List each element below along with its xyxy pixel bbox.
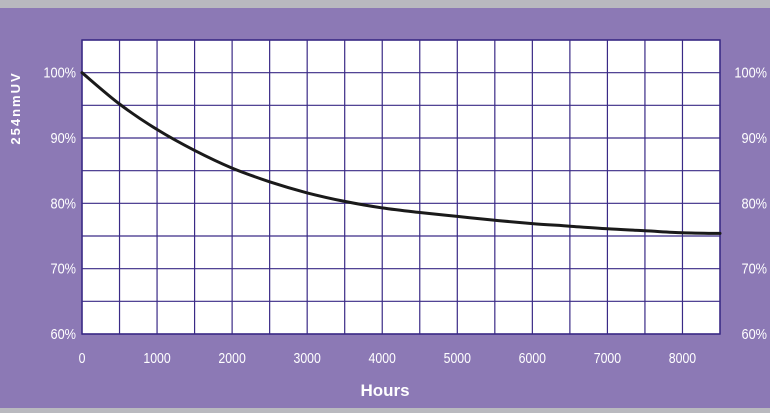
y-tick-label-right: 60% <box>741 325 767 342</box>
y-tick-label-right: 100% <box>734 64 767 81</box>
x-tick-label: 7000 <box>594 350 622 366</box>
x-tick-label: 5000 <box>444 350 472 366</box>
x-tick-label: 3000 <box>294 350 322 366</box>
x-tick-label: 1000 <box>143 350 171 366</box>
y-tick-labels-left: 60% 70% 80% 90% 100% <box>43 64 76 343</box>
y-tick-label-right: 80% <box>741 194 767 211</box>
x-tick-label: 0 <box>79 350 86 366</box>
decay-curve-line <box>80 71 722 235</box>
y-tick-label-left: 80% <box>50 194 76 211</box>
y-tick-label-left: 90% <box>50 129 76 146</box>
x-axis-label: Hours <box>360 381 409 400</box>
y-tick-labels-right: 60% 70% 80% 90% 100% <box>734 64 767 343</box>
top-strip <box>0 0 770 8</box>
x-tick-label: 8000 <box>669 350 697 366</box>
x-tick-labels: 0 1000 2000 3000 4000 5000 6000 7000 8000 <box>79 350 697 366</box>
y-tick-label-left: 70% <box>50 260 76 277</box>
grid-lines <box>81 39 721 335</box>
y-axis-label: 254nmUV <box>8 71 23 144</box>
x-tick-label: 4000 <box>369 350 397 366</box>
y-tick-label-left: 60% <box>50 325 76 342</box>
plot-border <box>81 39 721 335</box>
y-tick-label-right: 90% <box>741 129 767 146</box>
plot-area <box>82 40 720 334</box>
x-tick-label: 6000 <box>519 350 547 366</box>
y-tick-label-right: 70% <box>741 260 767 277</box>
x-tick-label: 2000 <box>218 350 246 366</box>
y-tick-label-left: 100% <box>43 64 76 81</box>
